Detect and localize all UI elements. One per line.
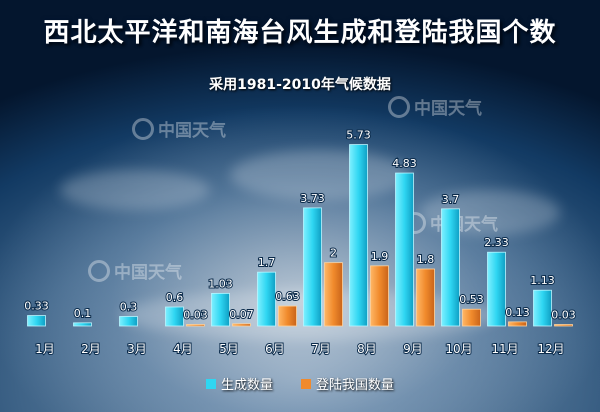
legend-label-formed: 生成数量	[220, 378, 273, 393]
value-label-landed: 0.03	[551, 309, 576, 322]
value-label-formed: 1.03	[208, 277, 233, 290]
bar-landed	[232, 323, 251, 327]
chart-title: 西北太平洋和南海台风生成和登陆我国个数	[43, 18, 557, 48]
x-tick-label: 12月	[537, 342, 564, 356]
bar-landed	[278, 305, 297, 327]
bar-formed	[441, 208, 460, 327]
bar-landed	[462, 308, 481, 327]
value-label-formed: 3.73	[300, 192, 325, 205]
watermark-logo-icon	[88, 259, 110, 282]
x-tick-label: 8月	[357, 342, 377, 356]
legend-label-landed: 登陆我国数量	[316, 378, 395, 393]
watermark: 中国天气	[132, 116, 226, 141]
watermark-logo-icon	[132, 117, 154, 140]
bar-formed	[303, 207, 322, 327]
legend-swatch-landed	[301, 378, 311, 389]
value-label-formed: 4.83	[392, 157, 417, 170]
value-label-landed: 0.63	[275, 290, 300, 303]
bar-landed	[554, 324, 573, 327]
x-tick-label: 4月	[173, 342, 193, 356]
watermark: 中国天气	[388, 94, 482, 119]
legend-item-formed: 生成数量	[205, 374, 273, 393]
value-label-landed: 1.8	[417, 253, 435, 266]
bar-formed	[349, 144, 368, 327]
value-label-formed: 0.6	[166, 291, 184, 304]
value-label-landed: 2	[330, 247, 337, 260]
value-label-formed: 1.7	[258, 256, 276, 269]
chart-legend: 生成数量 登陆我国数量	[0, 374, 600, 393]
bar-formed	[395, 172, 414, 327]
bar-landed	[508, 321, 527, 327]
value-label-landed: 0.07	[229, 308, 254, 321]
cloud-decoration	[230, 150, 410, 200]
bar-formed	[257, 271, 276, 327]
x-tick-label: 9月	[403, 342, 423, 356]
value-label-formed: 0.3	[120, 301, 138, 314]
x-tick-label: 3月	[127, 342, 147, 356]
value-label-landed: 0.53	[459, 293, 484, 306]
value-label-formed: 0.1	[74, 307, 92, 320]
bar-landed	[324, 262, 343, 327]
x-tick-label: 6月	[265, 342, 285, 356]
bar-formed	[487, 251, 506, 327]
bar-formed	[165, 306, 184, 327]
legend-item-landed: 登陆我国数量	[301, 374, 394, 393]
bar-formed	[533, 289, 552, 327]
x-tick-label: 11月	[491, 342, 518, 356]
bar-formed	[119, 316, 138, 327]
x-tick-label: 5月	[219, 342, 239, 356]
cloud-decoration	[60, 170, 210, 210]
bar-landed	[370, 265, 389, 327]
x-tick-label: 7月	[311, 342, 331, 356]
watermark: 中国天气	[88, 258, 182, 283]
x-tick-label: 2月	[81, 342, 101, 356]
value-label-formed: 0.33	[24, 300, 49, 313]
value-label-landed: 0.13	[505, 306, 530, 319]
bar-formed	[211, 292, 230, 327]
value-label-formed: 5.73	[346, 129, 371, 142]
watermark-logo-icon	[388, 95, 410, 118]
bar-formed	[73, 322, 92, 327]
bar-landed	[416, 268, 435, 327]
value-label-formed: 1.13	[530, 274, 555, 287]
bar-formed	[27, 315, 46, 327]
chart-subtitle: 采用1981-2010年气候数据	[209, 77, 391, 93]
x-tick-label: 1月	[35, 342, 55, 356]
x-tick-label: 10月	[445, 342, 472, 356]
value-label-formed: 3.7	[442, 193, 460, 206]
value-label-landed: 1.9	[371, 250, 389, 263]
value-label-formed: 2.33	[484, 236, 509, 249]
legend-swatch-formed	[205, 378, 216, 389]
bar-landed	[186, 324, 205, 327]
value-label-landed: 0.03	[183, 309, 208, 322]
